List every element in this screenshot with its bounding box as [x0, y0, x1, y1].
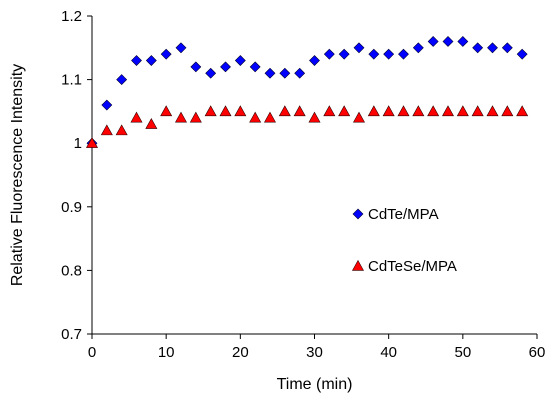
- data-point-diamond: [412, 42, 424, 54]
- x-axis-title: Time (min): [277, 376, 353, 393]
- x-tick-label: 40: [380, 344, 397, 361]
- y-axis-title: Relative Fluorescence Intensity: [9, 64, 26, 286]
- legend-diamond-marker: [352, 208, 364, 220]
- data-point-triangle: [85, 137, 99, 148]
- legend-item-cdte-mpa: CdTe/MPA: [352, 206, 439, 223]
- data-point-triangle: [516, 105, 529, 117]
- x-tick-label: 10: [158, 344, 175, 361]
- x-axis-ticks: 0 10 20 30 40 50 60: [88, 334, 546, 361]
- y-axis-ticks: 0.7 0.8 0.9 1 1.1 1.2: [61, 8, 92, 343]
- data-point-diamond: [516, 48, 528, 60]
- legend-triangle-marker: [351, 259, 365, 271]
- data-point-triangle: [160, 105, 173, 117]
- data-point-triangle: [249, 111, 262, 123]
- y-tick-label: 1: [74, 135, 82, 152]
- y-tick-label: 1.1: [61, 72, 82, 89]
- data-point-triangle: [441, 105, 455, 117]
- data-point-triangle: [189, 111, 202, 123]
- data-point-diamond: [279, 67, 291, 79]
- data-point-diamond: [249, 61, 261, 73]
- data-point-diamond: [264, 67, 276, 79]
- data-point-diamond: [383, 48, 395, 60]
- data-point-diamond: [457, 36, 469, 47]
- series-cdte-mpa: [86, 36, 528, 149]
- x-tick-label: 20: [232, 344, 249, 361]
- data-point-diamond: [190, 61, 202, 73]
- legend-label-cdte-mpa: CdTe/MPA: [368, 206, 439, 223]
- data-point-diamond: [175, 42, 187, 54]
- data-point-triangle: [263, 111, 277, 123]
- data-point-triangle: [471, 105, 484, 117]
- data-series: [85, 36, 529, 149]
- data-point-diamond: [234, 55, 246, 66]
- data-point-triangle: [456, 105, 469, 117]
- legend-label-cdtese-mpa: CdTeSe/MPA: [368, 258, 457, 275]
- data-point-triangle: [412, 105, 425, 117]
- data-point-diamond: [220, 61, 231, 73]
- data-point-triangle: [397, 105, 410, 117]
- data-point-diamond: [398, 48, 409, 60]
- y-tick-label: 1.2: [61, 8, 82, 25]
- data-point-diamond: [427, 36, 439, 47]
- data-point-triangle: [293, 105, 306, 117]
- data-point-triangle: [501, 105, 514, 117]
- data-point-triangle: [427, 105, 440, 117]
- data-point-diamond: [338, 48, 350, 60]
- data-point-triangle: [234, 105, 247, 117]
- data-point-diamond: [160, 48, 172, 60]
- data-point-diamond: [131, 55, 142, 66]
- data-point-diamond: [368, 48, 380, 60]
- data-point-diamond: [323, 48, 335, 60]
- data-point-triangle: [486, 105, 499, 117]
- data-point-triangle: [130, 111, 143, 123]
- y-tick-label: 0.9: [61, 199, 82, 216]
- x-tick-label: 50: [454, 344, 471, 361]
- data-point-diamond: [309, 55, 320, 66]
- y-tick-label: 0.7: [61, 326, 82, 343]
- data-point-diamond: [487, 42, 498, 54]
- data-point-triangle: [145, 118, 158, 129]
- legend: CdTe/MPA CdTeSe/MPA: [351, 206, 457, 275]
- x-tick-label: 60: [529, 344, 546, 361]
- data-point-diamond: [205, 67, 217, 79]
- data-point-triangle: [338, 105, 351, 117]
- data-point-triangle: [323, 105, 336, 117]
- data-point-diamond: [442, 36, 454, 47]
- x-tick-label: 0: [88, 344, 96, 361]
- data-point-triangle: [367, 105, 380, 117]
- data-point-triangle: [382, 105, 395, 117]
- data-point-diamond: [101, 99, 113, 111]
- data-point-triangle: [278, 105, 291, 117]
- data-point-diamond: [501, 42, 513, 54]
- data-point-triangle: [352, 111, 366, 123]
- x-tick-label: 30: [306, 344, 323, 361]
- data-point-triangle: [174, 111, 188, 123]
- data-point-diamond: [472, 42, 484, 54]
- data-point-triangle: [115, 124, 128, 136]
- data-point-triangle: [204, 105, 217, 117]
- data-point-triangle: [100, 124, 113, 136]
- y-tick-label: 0.8: [61, 262, 82, 279]
- data-point-diamond: [294, 67, 306, 79]
- data-point-triangle: [308, 111, 321, 123]
- legend-item-cdtese-mpa: CdTeSe/MPA: [351, 258, 457, 275]
- data-point-diamond: [116, 74, 128, 86]
- data-point-diamond: [145, 55, 157, 66]
- data-point-triangle: [219, 105, 232, 117]
- data-point-diamond: [353, 42, 365, 54]
- series-cdtese-mpa: [85, 105, 529, 148]
